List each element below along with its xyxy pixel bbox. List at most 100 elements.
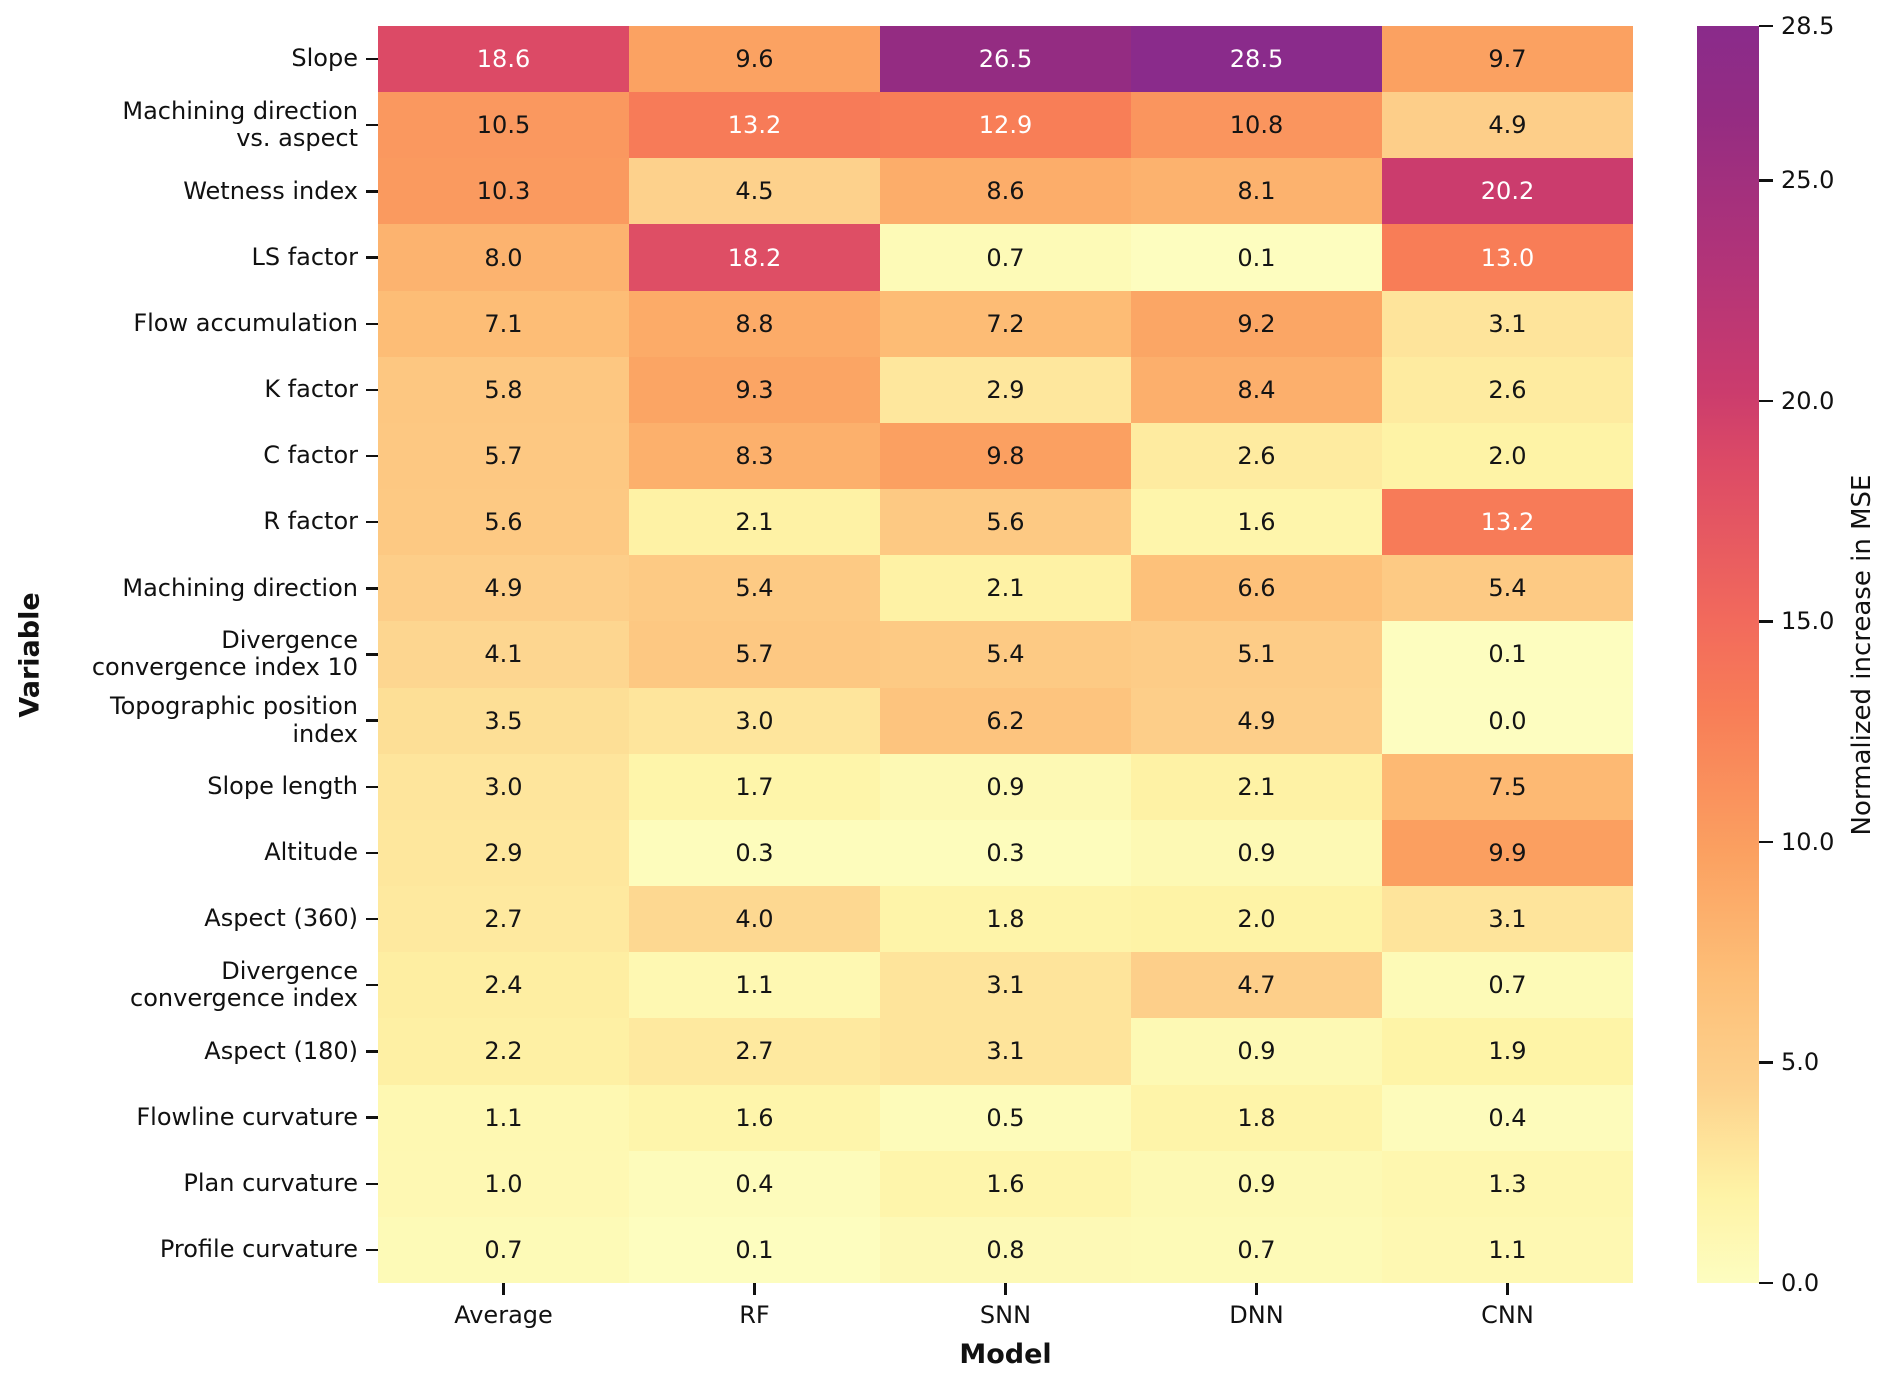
y-tick-mark [366, 1248, 378, 1252]
colorbar-tick-label: 10.0 [1781, 827, 1835, 856]
heatmap-cell: 5.7 [378, 422, 629, 490]
heatmap-cell: 0.5 [880, 1084, 1131, 1151]
x-tick-label: CNN [1481, 1301, 1534, 1329]
heatmap-cell: 4.5 [629, 158, 880, 225]
heatmap-cell: 4.1 [378, 621, 629, 688]
x-tick-label: RF [739, 1301, 770, 1329]
y-tick-mark [366, 1050, 378, 1053]
colorbar-tick-label: 28.5 [1781, 12, 1835, 40]
y-tick-label: Plan curvature [183, 1168, 358, 1197]
heatmap-cell: 0.7 [880, 224, 1131, 291]
heatmap-cell: 28.5 [1131, 26, 1382, 93]
y-tick-mark [366, 719, 378, 722]
heatmap-cell: 2.6 [1131, 422, 1382, 490]
heatmap-cell: 3.1 [880, 1018, 1131, 1085]
heatmap-cell: 9.9 [1382, 819, 1633, 887]
x-tick-mark [753, 1283, 756, 1295]
y-tick-label: Slope [291, 44, 358, 73]
heatmap-cell: 3.0 [629, 687, 880, 754]
heatmap-cell: 3.1 [880, 952, 1131, 1019]
heatmap-cell: 5.6 [880, 489, 1131, 556]
heatmap-cell: 18.6 [378, 26, 629, 93]
heatmap-cell: 6.2 [880, 687, 1131, 754]
colorbar-tick-mark [1759, 1281, 1773, 1285]
y-tick-mark [366, 190, 378, 193]
heatmap-cell: 5.8 [378, 356, 629, 423]
y-tick-mark [366, 984, 378, 987]
x-tick-label: SNN [979, 1301, 1032, 1329]
y-tick-mark [366, 917, 378, 921]
heatmap-cell: 0.9 [1131, 1150, 1382, 1217]
heatmap-cell: 8.4 [1131, 356, 1382, 423]
y-tick-label: Slope length [207, 772, 358, 801]
heatmap-cell: 9.8 [880, 422, 1131, 490]
heatmap-cell: 4.9 [1131, 687, 1382, 754]
heatmap-cell: 9.2 [1131, 290, 1382, 357]
heatmap-cell: 0.1 [629, 1216, 880, 1283]
y-tick-label: Aspect (180) [204, 1036, 358, 1065]
colorbar-gradient [1697, 26, 1759, 1283]
heatmap-cell: 0.0 [1382, 687, 1633, 754]
heatmap-cell: 1.1 [378, 1084, 629, 1151]
x-tick-label: Average [454, 1301, 553, 1329]
heatmap-cell: 0.8 [880, 1216, 1131, 1283]
heatmap-cell: 10.3 [378, 158, 629, 225]
heatmap-cell: 0.7 [1382, 952, 1633, 1019]
heatmap-cell: 1.8 [1131, 1084, 1382, 1151]
heatmap-cell: 8.0 [378, 224, 629, 291]
heatmap-cell: 0.9 [880, 753, 1131, 820]
heatmap-cell: 0.1 [1131, 224, 1382, 291]
y-tick-label: K factor [264, 375, 358, 404]
heatmap-cell: 0.3 [880, 819, 1131, 887]
x-tick-mark [502, 1283, 505, 1295]
heatmap-cell: 2.1 [880, 555, 1131, 622]
y-tick-label: LS factor [251, 242, 358, 271]
heatmap-cell: 1.9 [1382, 1018, 1633, 1085]
heatmap-cell: 2.6 [1382, 356, 1633, 423]
heatmap-cell: 1.1 [629, 952, 880, 1019]
y-tick-mark [366, 124, 378, 127]
heatmap-cell: 9.7 [1382, 26, 1633, 93]
heatmap-cell: 1.3 [1382, 1150, 1633, 1217]
y-tick-mark [366, 454, 378, 458]
heatmap-cell: 2.7 [629, 1018, 880, 1085]
colorbar-tick-label: 0.0 [1781, 1269, 1820, 1297]
y-tick-label: Divergence convergence index 10 [91, 625, 358, 682]
heatmap-cell: 4.9 [378, 555, 629, 622]
y-tick-mark [366, 1182, 378, 1185]
x-tick-mark [1004, 1283, 1007, 1295]
heatmap-cell: 2.1 [1131, 753, 1382, 820]
heatmap-cell: 0.7 [1131, 1216, 1382, 1283]
heatmap-cell: 12.9 [880, 92, 1131, 159]
y-tick-label: Flowline curvature [136, 1102, 358, 1131]
y-tick-mark [366, 785, 378, 788]
heatmap-cell: 1.7 [629, 753, 880, 820]
x-axis-title: Model [959, 1339, 1052, 1370]
heatmap-cell: 4.9 [1382, 92, 1633, 159]
y-tick-label: Divergence convergence index [130, 956, 358, 1013]
heatmap-cell: 13.0 [1382, 224, 1633, 291]
y-tick-mark [366, 388, 378, 392]
heatmap-cell: 7.5 [1382, 753, 1633, 820]
y-tick-label: R factor [263, 507, 358, 536]
colorbar-tick-label: 5.0 [1781, 1048, 1820, 1077]
heatmap-cell: 2.0 [1382, 422, 1633, 490]
heatmap-cell: 18.2 [629, 224, 880, 291]
y-tick-label: Altitude [264, 838, 358, 867]
y-tick-label: Topographic position index [110, 692, 358, 748]
heatmap-cell: 0.7 [378, 1216, 629, 1283]
y-tick-label: Flow accumulation [133, 308, 358, 337]
y-tick-label: Wetness index [183, 176, 358, 205]
colorbar-tick-mark [1759, 399, 1773, 403]
heatmap-cell: 3.5 [378, 687, 629, 754]
heatmap-cell: 0.9 [1131, 819, 1382, 887]
heatmap-cell: 4.7 [1131, 952, 1382, 1019]
heatmap-cell: 3.1 [1382, 290, 1633, 357]
heatmap-cell: 9.3 [629, 356, 880, 423]
colorbar-tick-mark [1759, 620, 1773, 623]
heatmap-cell: 0.3 [629, 819, 880, 887]
y-tick-mark [366, 520, 378, 524]
heatmap-cell: 8.8 [629, 290, 880, 357]
heatmap-cell: 0.9 [1131, 1018, 1382, 1085]
